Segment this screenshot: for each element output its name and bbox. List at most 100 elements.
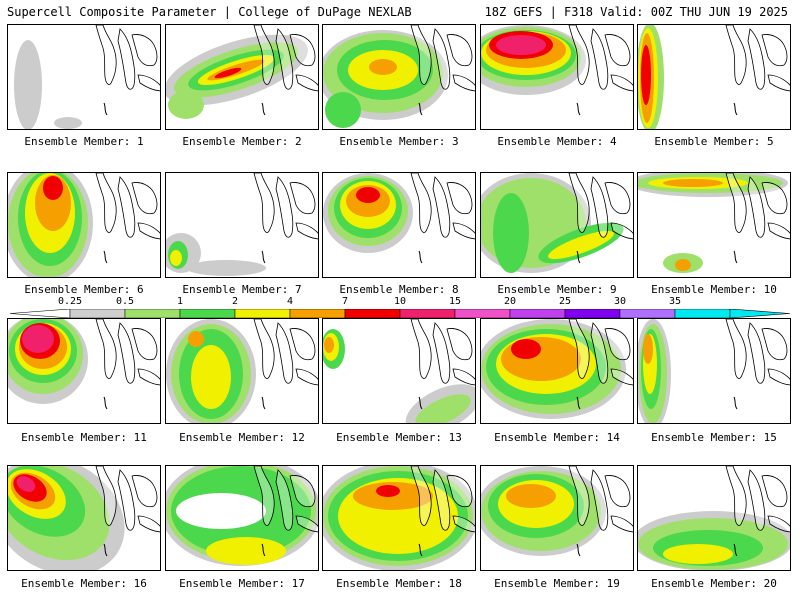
boundary-line [418,250,423,264]
member-label: Ensemble Member: 5 [654,135,774,148]
scp-field-contours [638,173,788,273]
member-map-panel [165,24,319,130]
boundary-line [733,396,738,410]
great-lakes-outline [568,319,633,386]
member-map-panel [322,24,476,130]
member-label: Ensemble Member: 20 [651,577,777,590]
great-lakes-outline [410,466,475,533]
colorbar-segment [509,309,566,318]
member-map-panel [7,465,161,571]
scp-field-contours [8,466,125,570]
great-lakes-outline [95,319,160,386]
member-map-panel [165,465,319,571]
scp-field-contours [323,173,413,253]
scp-field-contours [166,319,256,423]
boundary-line [418,543,423,557]
great-lakes-outline [725,466,790,533]
colorbar-low-arrow [10,309,71,318]
great-lakes-outline [95,173,160,240]
header: Supercell Composite Parameter | College … [0,0,800,22]
great-lakes-outline [568,173,633,240]
colorbar-segment [454,309,511,318]
boundary-line [576,250,581,264]
colorbar-segment [124,309,181,318]
member-map-panel [322,465,476,571]
boundary-line [418,102,423,116]
member-label: Ensemble Member: 15 [651,431,777,444]
scp-field-contours [14,40,82,129]
scp-field-contours [481,319,626,419]
boundary-line [576,543,581,557]
member-label: Ensemble Member: 16 [21,577,147,590]
great-lakes-outline [95,25,160,92]
great-lakes-outline [253,466,318,533]
member-label: Ensemble Member: 17 [179,577,305,590]
scp-field-contours [166,233,266,276]
colorbar-segment [674,309,731,318]
member-map-panel [480,318,634,424]
colorbar-segment [399,309,456,318]
member-label: Ensemble Member: 19 [494,577,620,590]
member-map-panel [322,172,476,278]
scp-field-contours [481,25,586,95]
member-label: Ensemble Member: 3 [339,135,459,148]
colorbar-tick-label: 35 [668,296,682,307]
boundary-line [261,102,266,116]
member-label: Ensemble Member: 10 [651,283,777,296]
colorbar-high-arrow [729,309,790,318]
colorbar-tick-label: 25 [558,296,572,307]
colorbar-segment [69,309,126,318]
great-lakes-outline [568,466,633,533]
great-lakes-outline [725,25,790,92]
colorbar-segment [179,309,236,318]
boundary-line [103,102,108,116]
run-valid-time: 18Z GEFS | F318 Valid: 00Z THU JUN 19 20… [484,5,788,19]
member-map-panel [637,465,791,571]
member-label: Ensemble Member: 11 [21,431,147,444]
colorbar-tick-label: 7 [341,296,349,307]
colorbar-tick-label: 30 [613,296,627,307]
member-label: Ensemble Member: 8 [339,283,459,296]
scp-field-contours [323,30,448,128]
scp-field-contours [8,173,93,277]
great-lakes-outline [253,173,318,240]
member-map-panel [322,318,476,424]
colorbar-tick-label: 0.5 [115,296,135,307]
boundary-line [733,250,738,264]
scp-field-contours [481,466,606,556]
colorbar-tick-label: 10 [393,296,407,307]
boundary-line [103,396,108,410]
colorbar-tick-label: 20 [503,296,517,307]
colorbar-tick-label: 1 [176,296,184,307]
colorbar-tick-label: 2 [231,296,239,307]
boundary-line [261,396,266,410]
colorbar-segment [619,309,676,318]
member-label: Ensemble Member: 18 [336,577,462,590]
boundary-line [576,396,581,410]
boundary-line [261,543,266,557]
boundary-line [418,396,423,410]
colorbar-tick-label: 4 [286,296,294,307]
colorbar-scale [10,309,790,318]
colorbar-segment [564,309,621,318]
boundary-line [733,543,738,557]
scp-field-contours [481,173,624,273]
scp-field-contours [323,466,475,570]
member-label: Ensemble Member: 1 [24,135,144,148]
boundary-line [261,250,266,264]
scp-field-contours [323,329,475,423]
member-map-panel [637,318,791,424]
colorbar-legend: 0.25 0.5 1 2 4 7 10 15 20 25 30 35 [10,296,790,322]
great-lakes-outline [253,25,318,92]
member-map-panel [480,465,634,571]
member-map-panel [7,318,161,424]
member-label: Ensemble Member: 12 [179,431,305,444]
boundary-line [103,543,108,557]
boundary-line [576,102,581,116]
member-map-panel [7,24,161,130]
member-label: Ensemble Member: 6 [24,283,144,296]
scp-field-contours [166,34,308,119]
colorbar-tick-label: 15 [448,296,462,307]
member-label: Ensemble Member: 7 [182,283,302,296]
member-label: Ensemble Member: 13 [336,431,462,444]
